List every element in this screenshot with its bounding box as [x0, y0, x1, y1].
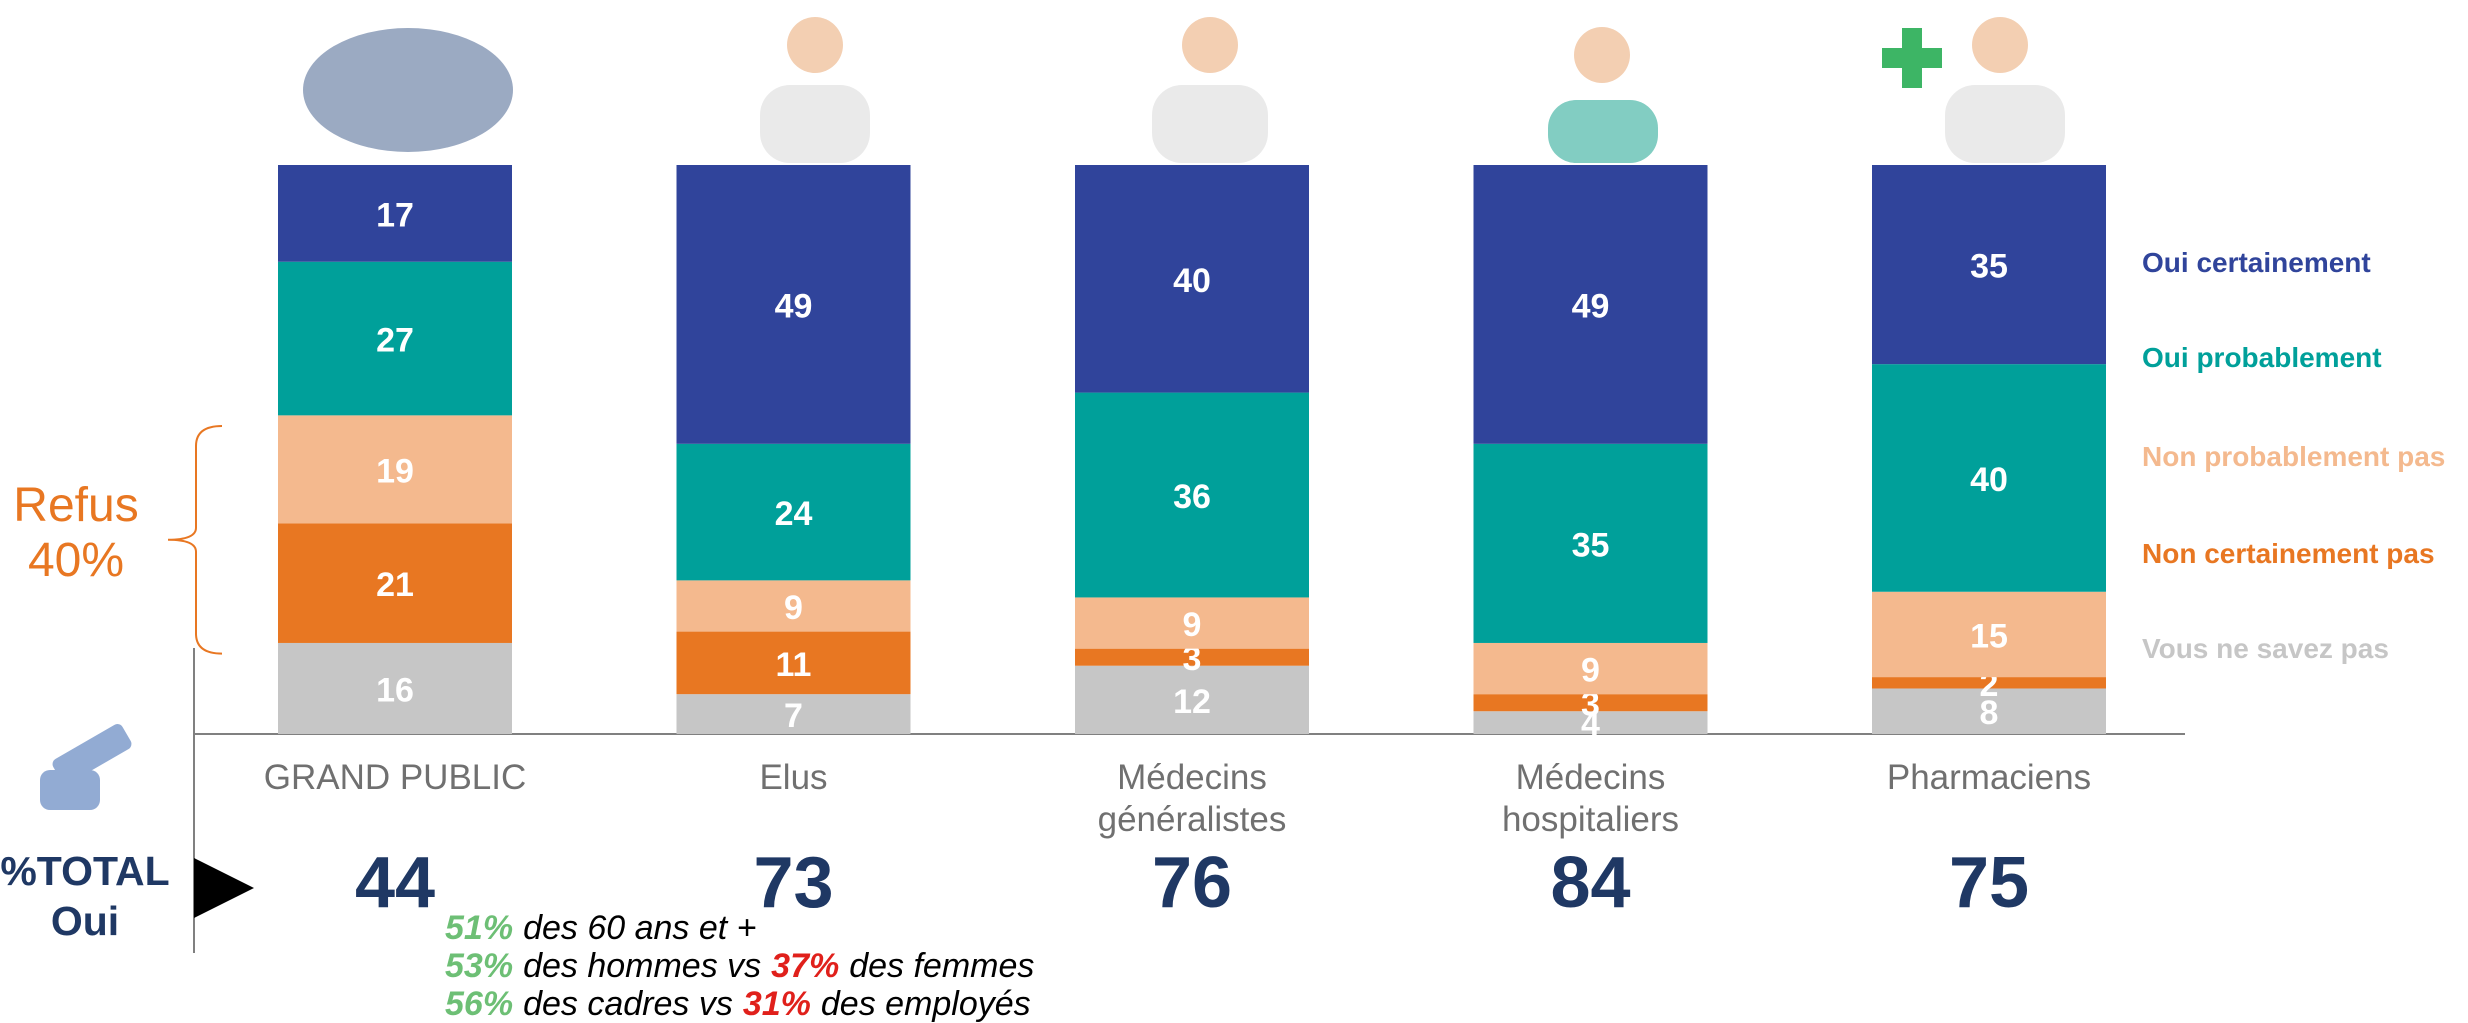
data-label: 24 [775, 495, 813, 533]
total-value: 76 [1151, 843, 1233, 923]
annotation-line: 53% des hommes vs 37% des femmes [445, 946, 1044, 986]
icons [40, 17, 2065, 810]
total-value: 73 [753, 843, 834, 923]
annotation-text: des cadres vs [523, 985, 733, 1023]
legend-entry: Non certainement pas [2142, 538, 2435, 569]
pharmacist-icon [1882, 17, 2065, 163]
data-label: 49 [775, 287, 813, 325]
bar-segment [278, 523, 512, 643]
annotation-text: 37% [771, 947, 840, 985]
surgeon-icon [1548, 27, 1658, 163]
legend-entry: Non probablement pas [2142, 441, 2446, 472]
data-label: 27 [376, 322, 414, 360]
data-label: 16 [376, 671, 414, 709]
totals-label: %TOTAL Oui [0, 848, 170, 944]
data-label: 17 [376, 196, 414, 234]
x-tick-label: Pharmaciens [1886, 758, 2092, 797]
x-tick-label: Elus [759, 758, 828, 797]
person-icon [760, 17, 870, 163]
annotation-text: 51% [445, 909, 514, 947]
annotation-text: des hommes vs [523, 947, 762, 985]
bar-segment [676, 631, 911, 695]
data-label: 9 [1183, 606, 1202, 644]
bar-segment [1872, 364, 2106, 592]
data-label: 15 [1970, 617, 2008, 655]
data-label: 8 [1980, 694, 1999, 732]
data-label: 3 [1183, 640, 1202, 678]
data-label: 3 [1581, 686, 1600, 724]
annotation-text: des femmes [849, 947, 1035, 985]
bar-segment [1872, 165, 2106, 365]
legend-entry: Vous ne savez pas [2142, 633, 2389, 664]
annotation-line: 56% des cadres vs 31% des employés [445, 984, 1041, 1023]
data-label: 9 [784, 589, 803, 627]
arrow [194, 858, 254, 918]
annotation-text: 31% [742, 985, 811, 1023]
bar-segment [1473, 165, 1708, 444]
bar-segment [1473, 711, 1708, 734]
data-label: 35 [1970, 248, 2008, 286]
refus-value: 40% [27, 534, 125, 587]
data-label: 21 [376, 566, 414, 604]
total-value: 44 [354, 843, 436, 923]
data-label: 40 [1970, 461, 2008, 499]
bar-segment [1473, 443, 1708, 643]
data-label: 49 [1572, 287, 1610, 325]
bar-segment [278, 415, 512, 524]
bar-segment [278, 165, 512, 262]
total-value: 75 [1948, 843, 2030, 923]
annotation-text: des 60 ans et + [523, 909, 757, 947]
data-label: 9 [1581, 652, 1600, 690]
data-label: 12 [1173, 683, 1211, 721]
data-label: 11 [776, 646, 812, 684]
x-tick-label: GRAND PUBLIC [263, 758, 527, 797]
bar-segment [676, 165, 911, 444]
annotation-line: 51% des 60 ans et + [445, 908, 767, 948]
bar-segment [1473, 694, 1708, 712]
data-label: 35 [1572, 526, 1610, 564]
data-label: 36 [1173, 478, 1211, 516]
annotation-text: des employés [820, 985, 1031, 1023]
x-tick-label: Médecins généralistes [1097, 758, 1287, 839]
legend-entry: Oui probablement [2142, 342, 2382, 373]
data-label: 40 [1173, 262, 1211, 300]
bar-segment [1872, 688, 2106, 734]
bar-segment [1872, 677, 2106, 689]
data-label: 19 [376, 452, 414, 490]
bar-segment [676, 443, 911, 581]
vaccine-icon [40, 724, 132, 810]
refus-bracket [167, 425, 223, 655]
refus-label: Refus [13, 479, 139, 532]
bar-segment [1075, 392, 1309, 598]
bar-segment [278, 642, 512, 734]
bar-segment [676, 694, 911, 734]
bar-segment [1075, 648, 1309, 666]
data-label: 4 [1581, 706, 1600, 744]
data-label: 7 [784, 697, 803, 735]
bar-segment [1473, 642, 1708, 695]
bar-segment [1075, 597, 1309, 649]
x-tick-label: Médecins hospitaliers [1501, 758, 1680, 839]
annotation-text: 56% [445, 985, 514, 1023]
total-value: 84 [1550, 843, 1631, 923]
bar-segment [1075, 665, 1309, 734]
legend-entry: Oui certainement [2142, 247, 2371, 278]
annotation-text: 53% [445, 947, 514, 985]
crowd-icon [303, 28, 513, 152]
bar-segment [278, 261, 512, 416]
doctor-icon [1152, 17, 1268, 163]
bar-segment [1075, 165, 1309, 393]
bar-segment [1872, 591, 2106, 678]
bar-segment [676, 580, 911, 632]
